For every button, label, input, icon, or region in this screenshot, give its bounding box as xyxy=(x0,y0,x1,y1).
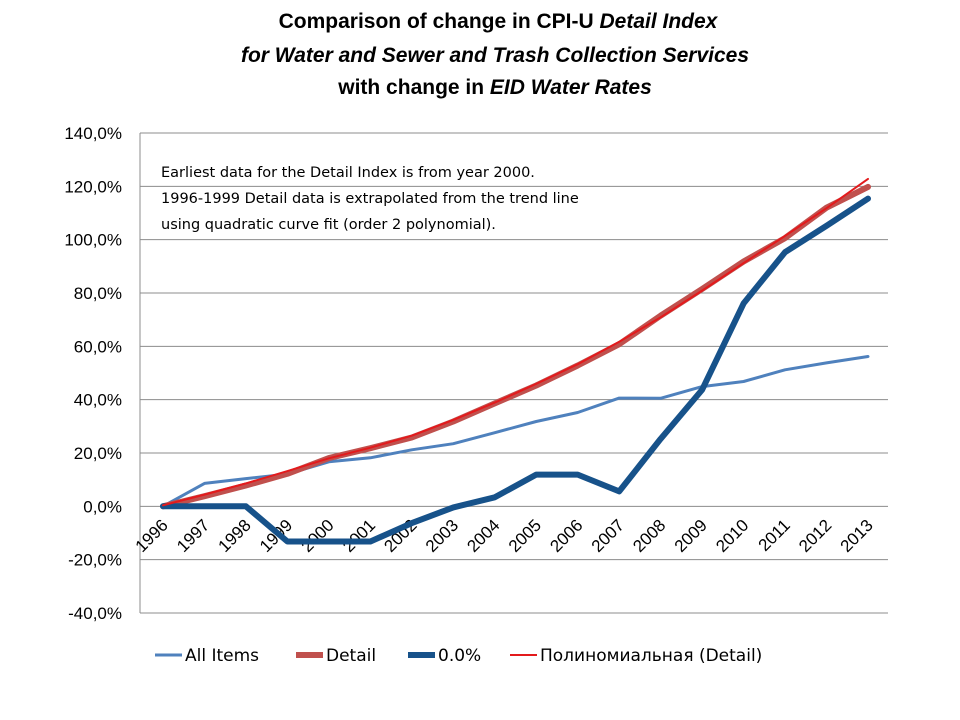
x-tick-label: 2009 xyxy=(671,516,711,556)
series-line xyxy=(160,195,871,545)
x-tick-label: 1997 xyxy=(173,516,213,556)
x-tick-label: 2003 xyxy=(422,516,462,556)
series-lines xyxy=(160,177,871,545)
series-0-0- xyxy=(160,195,871,545)
annotation-line-1: Earliest data for the Detail Index is fr… xyxy=(161,165,535,181)
y-tick-label: -40,0% xyxy=(68,604,122,623)
y-tick-label: 60,0% xyxy=(74,337,122,356)
x-tick-label: 2005 xyxy=(505,516,545,556)
chart-title-line-3: with change in EID Water Rates xyxy=(337,76,652,99)
x-axis-tick-labels: 1996 1997 1998 1999 2000 2001 2002 2003 2004 2005… xyxy=(132,516,877,556)
y-tick-label: 120,0% xyxy=(64,177,122,196)
legend-label: Detail xyxy=(326,646,376,666)
chart-title-line-1: Comparison of change in CPI-U Detail Ind… xyxy=(279,10,719,33)
y-tick-label: 100,0% xyxy=(64,231,122,250)
series-полиномиальная-detail- xyxy=(162,177,869,507)
y-tick-label: 0,0% xyxy=(83,497,122,516)
legend-item: All Items xyxy=(155,646,259,666)
annotation-note: Earliest data for the Detail Index is fr… xyxy=(161,165,579,233)
x-tick-label: 2010 xyxy=(712,516,752,556)
y-tick-label: 20,0% xyxy=(74,444,122,463)
legend: All Items Detail 0.0% Полиномиальная (Detai… xyxy=(155,646,762,666)
x-tick-label: 2012 xyxy=(795,516,835,556)
x-tick-label: 2008 xyxy=(629,516,669,556)
x-tick-label: 2013 xyxy=(837,516,877,556)
legend-label: 0.0% xyxy=(438,646,481,666)
x-tick-label: 2007 xyxy=(588,516,628,556)
x-tick-label: 1996 xyxy=(132,516,172,556)
annotation-line-2: 1996-1999 Detail data is extrapolated fr… xyxy=(161,191,579,207)
y-tick-label: 80,0% xyxy=(74,284,122,303)
y-tick-label: -20,0% xyxy=(68,551,122,570)
x-tick-label: 2006 xyxy=(546,516,586,556)
legend-item: Полиномиальная (Detail) xyxy=(510,646,762,666)
y-tick-label: 140,0% xyxy=(64,124,122,143)
legend-item: Detail xyxy=(296,646,376,666)
x-tick-label: 1998 xyxy=(215,516,255,556)
y-axis-tick-labels: -40,0% -20,0% 0,0% 20,0% 40,0% 60,0% 80,0% 100,… xyxy=(64,124,122,623)
x-tick-label: 2001 xyxy=(339,516,379,556)
x-tick-label: 2004 xyxy=(463,516,503,556)
annotation-line-3: using quadratic curve fit (order 2 polyn… xyxy=(161,217,496,233)
legend-label: Полиномиальная (Detail) xyxy=(540,646,762,666)
x-tick-label: 2000 xyxy=(298,516,338,556)
legend-label: All Items xyxy=(185,646,259,666)
y-tick-label: 40,0% xyxy=(74,391,122,410)
legend-item: 0.0% xyxy=(408,646,481,666)
gridlines xyxy=(139,132,888,614)
chart-title-line-2: for Water and Sewer and Trash Collection… xyxy=(241,44,749,67)
x-tick-label: 2011 xyxy=(755,516,794,555)
series-line xyxy=(162,177,869,507)
